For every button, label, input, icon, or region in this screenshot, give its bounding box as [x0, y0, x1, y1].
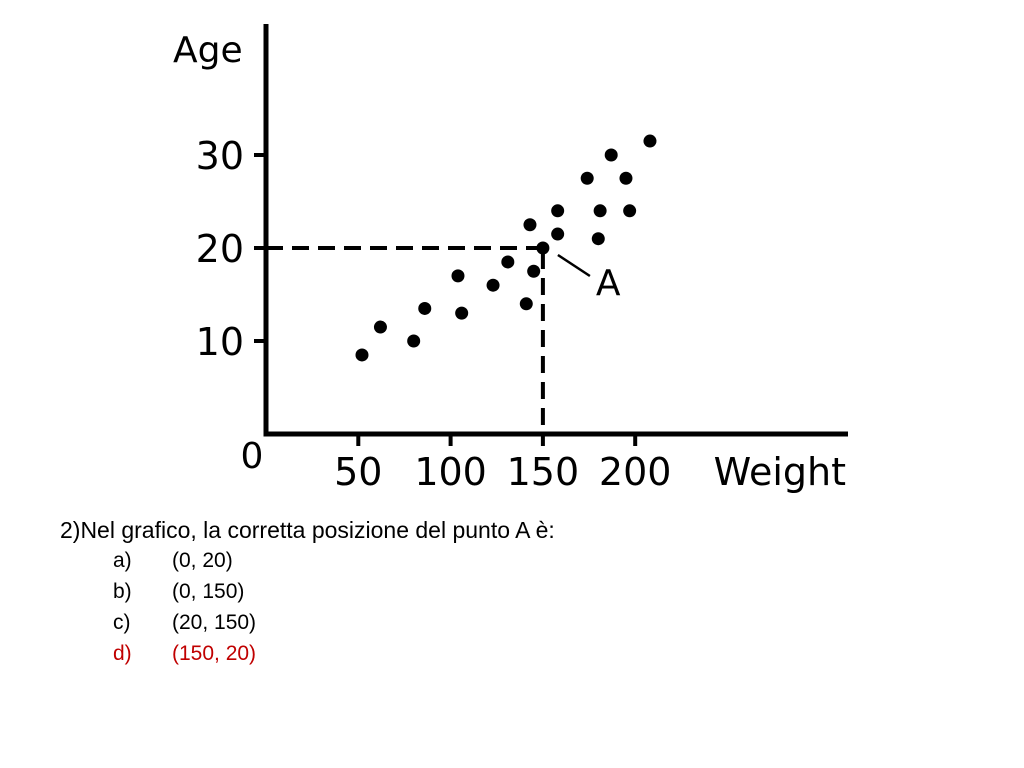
option-text: (0, 20) — [172, 549, 233, 572]
x-tick-label: 100 — [414, 450, 487, 494]
data-point — [355, 348, 369, 362]
option-b[interactable]: b) (0, 150) — [60, 576, 555, 607]
question-block: 2)Nel grafico, la corretta posizione del… — [60, 515, 555, 669]
data-point — [523, 218, 537, 232]
option-c[interactable]: c) (20, 150) — [60, 607, 555, 638]
data-point — [527, 264, 541, 278]
data-point — [501, 255, 515, 269]
data-point — [604, 148, 618, 162]
option-letter: d) — [113, 642, 132, 665]
data-point — [455, 306, 469, 320]
answer-options: a) (0, 20) b) (0, 150) c) (20, 150) d) (… — [60, 545, 555, 669]
axis-labels: 10 20 30 50 100 150 200 0 Age Weight A — [173, 30, 846, 494]
data-point — [519, 297, 533, 311]
scatter-chart: 10 20 30 50 100 150 200 0 Age Weight A — [173, 24, 848, 494]
x-tick-label: 50 — [334, 450, 382, 494]
data-point — [551, 204, 565, 218]
option-text: (20, 150) — [172, 611, 257, 634]
y-tick-label: 10 — [196, 320, 244, 364]
option-letter: b) — [113, 580, 132, 603]
point-a-pointer — [557, 253, 591, 278]
question-text: 2)Nel grafico, la corretta posizione del… — [60, 517, 555, 543]
data-point — [418, 301, 432, 315]
option-letter: a) — [113, 549, 132, 572]
data-point — [580, 171, 594, 185]
data-point — [619, 171, 633, 185]
x-tick-label: 200 — [599, 450, 672, 494]
data-point — [451, 269, 465, 283]
axes — [254, 24, 848, 446]
data-point — [623, 204, 637, 218]
x-axis-title: Weight — [714, 450, 846, 494]
origin-label: 0 — [241, 436, 264, 477]
y-tick-label: 30 — [196, 134, 244, 178]
x-tick-label: 150 — [507, 450, 580, 494]
option-d[interactable]: d) (150, 20) — [60, 638, 555, 669]
data-point — [643, 134, 657, 148]
data-points — [355, 134, 657, 362]
option-a[interactable]: a) (0, 20) — [60, 545, 555, 576]
option-letter: c) — [113, 611, 131, 634]
y-axis-title: Age — [173, 30, 243, 71]
data-point — [486, 278, 500, 292]
point-a-label: A — [596, 263, 621, 304]
data-point — [373, 320, 387, 334]
option-text: (0, 150) — [172, 580, 245, 603]
y-tick-label: 20 — [196, 227, 244, 271]
data-point — [536, 241, 550, 255]
data-point — [551, 227, 565, 241]
data-point — [591, 232, 605, 246]
option-text: (150, 20) — [172, 642, 257, 665]
data-point — [593, 204, 607, 218]
dashed-guides — [266, 246, 545, 434]
data-point — [407, 334, 421, 348]
